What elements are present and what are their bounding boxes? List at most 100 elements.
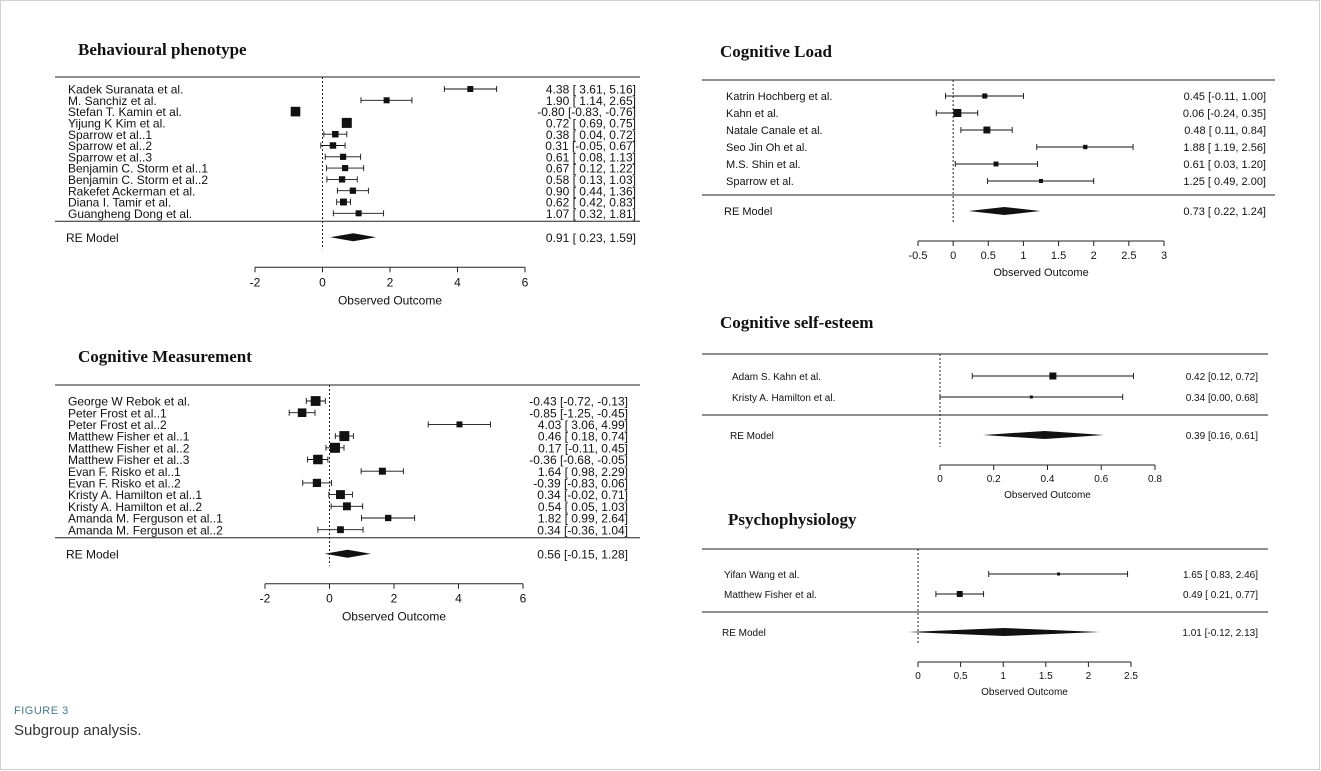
x-axis-label: Observed Outcome xyxy=(993,267,1088,279)
point-estimate xyxy=(349,187,357,194)
pooled-ci: 0.91 [ 0.23, 1.59] xyxy=(546,231,636,245)
pooled-ci: 1.01 [-0.12, 2.13] xyxy=(1182,628,1258,639)
study-name: Benjamin C. Storm et al..1 xyxy=(68,162,208,176)
point-estimate xyxy=(993,161,999,167)
study-ci: 1.90 [ 1.14, 2.65] xyxy=(546,94,636,108)
study-name: Peter Frost et al..1 xyxy=(68,406,167,420)
point-estimate xyxy=(1039,179,1043,183)
pooled-ci: 0.56 [-0.15, 1.28] xyxy=(537,547,628,561)
study-name: Diana I. Tamir et al. xyxy=(68,196,171,210)
study-name: Rakefet Ackerman et al. xyxy=(68,184,195,198)
x-tick-label: -2 xyxy=(250,275,261,289)
figure-label: FIGURE 3 xyxy=(14,705,69,717)
study-name: Katrin Hochberg et al. xyxy=(726,91,832,103)
study-name: George W Rebok et al. xyxy=(68,395,190,409)
study-ci: 0.61 [ 0.08, 1.13] xyxy=(546,150,636,164)
point-estimate xyxy=(338,176,346,183)
x-tick-label: 3 xyxy=(1161,250,1167,262)
study-name: Matthew Fisher et al..1 xyxy=(68,430,190,444)
study-name: Kristy A. Hamilton et al..1 xyxy=(68,488,202,502)
point-estimate xyxy=(1049,372,1057,380)
x-tick-label: 0.5 xyxy=(954,671,968,682)
point-estimate xyxy=(467,86,474,92)
study-name: Adam S. Kahn et al. xyxy=(732,372,821,383)
point-estimate xyxy=(1083,144,1088,150)
study-name: Kristy A. Hamilton et al..2 xyxy=(68,500,202,514)
x-tick-label: 2.5 xyxy=(1124,671,1138,682)
x-tick-label: 1 xyxy=(1000,671,1006,682)
study-name: Evan F. Risko et al..1 xyxy=(68,465,181,479)
study-ci: 0.34 [0.00, 0.68] xyxy=(1186,393,1259,404)
pooled-name: RE Model xyxy=(724,206,772,218)
x-tick-label: 0.4 xyxy=(1041,474,1055,485)
study-ci: 0.31 [-0.05, 0.67] xyxy=(545,139,636,153)
point-estimate xyxy=(383,97,390,104)
study-ci: 1.07 [ 0.32, 1.81] xyxy=(546,207,636,221)
x-tick-label: 6 xyxy=(522,275,529,289)
point-estimate xyxy=(1057,572,1061,576)
panel-title-psychophysiology: Psychophysiology xyxy=(728,510,857,529)
point-estimate xyxy=(956,591,963,597)
pooled-diamond xyxy=(330,233,377,242)
panel-title-cognitive-measurement: Cognitive Measurement xyxy=(78,347,252,366)
point-estimate xyxy=(982,93,988,99)
pooled-name: RE Model xyxy=(722,628,766,639)
point-estimate xyxy=(953,109,962,117)
x-axis-label: Observed Outcome xyxy=(342,610,446,624)
study-name: Amanda M. Ferguson et al..2 xyxy=(68,523,223,537)
pooled-diamond xyxy=(968,207,1041,215)
study-ci: 1.64 [ 0.98, 2.29] xyxy=(538,465,628,479)
study-ci: 0.67 [ 0.12, 1.22] xyxy=(546,162,636,176)
x-tick-label: 0.6 xyxy=(1094,474,1108,485)
point-estimate xyxy=(342,165,349,172)
study-name: Evan F. Risko et al..2 xyxy=(68,476,181,490)
x-tick-label: 2 xyxy=(1086,671,1092,682)
study-ci: 0.54 [ 0.05, 1.03] xyxy=(538,500,628,514)
study-ci: -0.43 [-0.72, -0.13] xyxy=(529,395,628,409)
point-estimate xyxy=(329,442,340,453)
panel-title-cognitive-load: Cognitive Load xyxy=(720,42,832,61)
point-estimate xyxy=(336,490,345,500)
x-tick-label: 0.8 xyxy=(1148,474,1162,485)
study-ci: 0.38 [ 0.04, 0.72] xyxy=(546,128,636,142)
pooled-name: RE Model xyxy=(66,231,119,245)
study-ci: 0.48 [ 0.11, 0.84] xyxy=(1184,125,1266,137)
x-axis-label: Observed Outcome xyxy=(981,687,1068,698)
study-name: Sparrow et al..2 xyxy=(68,139,152,153)
pooled-name: RE Model xyxy=(66,547,119,561)
study-name: Sparrow et al. xyxy=(726,176,794,188)
x-axis-label: Observed Outcome xyxy=(1004,490,1091,501)
point-estimate xyxy=(378,467,386,475)
study-ci: 0.06 [-0.24, 0.35] xyxy=(1183,108,1266,120)
study-name: Benjamin C. Storm et al..2 xyxy=(68,173,208,187)
study-ci: 0.42 [0.12, 0.72] xyxy=(1186,372,1259,383)
study-name: Matthew Fisher et al..3 xyxy=(68,453,190,467)
point-estimate xyxy=(313,454,323,465)
point-estimate xyxy=(341,117,352,128)
x-tick-label: 2 xyxy=(391,592,398,606)
point-estimate xyxy=(290,106,301,117)
x-tick-label: 2 xyxy=(387,275,394,289)
study-ci: 0.62 [ 0.42, 0.83] xyxy=(546,196,636,210)
study-ci: 4.03 [ 3.06, 4.99] xyxy=(538,418,628,432)
x-tick-label: 0 xyxy=(950,250,956,262)
study-ci: 1.82 [ 0.99, 2.64] xyxy=(538,512,628,526)
x-tick-label: 4 xyxy=(455,592,462,606)
study-ci: 0.90 [ 0.44, 1.36] xyxy=(546,184,636,198)
study-name: Guangheng Dong et al. xyxy=(68,207,192,221)
pooled-diamond xyxy=(324,549,371,558)
x-tick-label: 0.5 xyxy=(981,250,996,262)
x-tick-label: 4 xyxy=(454,275,461,289)
point-estimate xyxy=(339,431,350,442)
point-estimate xyxy=(337,526,344,534)
point-estimate xyxy=(385,514,392,522)
study-ci: -0.39 [-0.83, 0.06] xyxy=(533,476,628,490)
x-tick-label: 0 xyxy=(915,671,921,682)
point-estimate xyxy=(1029,395,1033,399)
study-ci: 0.34 [-0.02, 0.71] xyxy=(537,488,628,502)
